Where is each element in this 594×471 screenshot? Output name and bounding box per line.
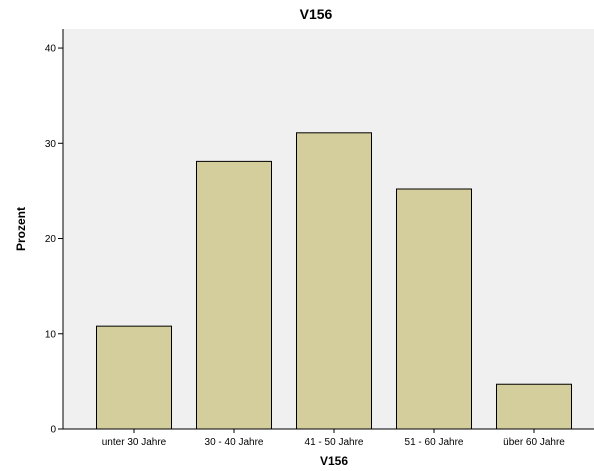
- bar: [496, 383, 572, 430]
- x-category-label: unter 30 Jahre: [102, 437, 167, 448]
- bar: [296, 132, 372, 430]
- y-axis-ticks: 0 10 20 30 40: [45, 44, 63, 436]
- bar: [96, 325, 172, 430]
- y-axis-title: Prozent: [14, 207, 28, 251]
- bars-group: [96, 132, 572, 430]
- y-tick-label: 10: [45, 329, 57, 340]
- y-tick-label: 0: [50, 425, 56, 436]
- bar: [396, 188, 472, 430]
- y-tick-label: 20: [45, 234, 57, 245]
- y-tick-label: 30: [45, 139, 57, 150]
- x-axis-labels: unter 30 Jahre 30 - 40 Jahre 41 - 50 Jahre…: [102, 429, 565, 448]
- chart-title: V156: [300, 6, 333, 22]
- x-category-label: über 60 Jahre: [503, 437, 565, 448]
- x-category-label: 41 - 50 Jahre: [305, 437, 364, 448]
- x-category-label: 51 - 60 Jahre: [405, 437, 464, 448]
- x-category-label: 30 - 40 Jahre: [205, 437, 264, 448]
- y-tick-label: 40: [45, 44, 57, 55]
- x-axis-title: V156: [320, 454, 348, 468]
- bar: [196, 160, 272, 430]
